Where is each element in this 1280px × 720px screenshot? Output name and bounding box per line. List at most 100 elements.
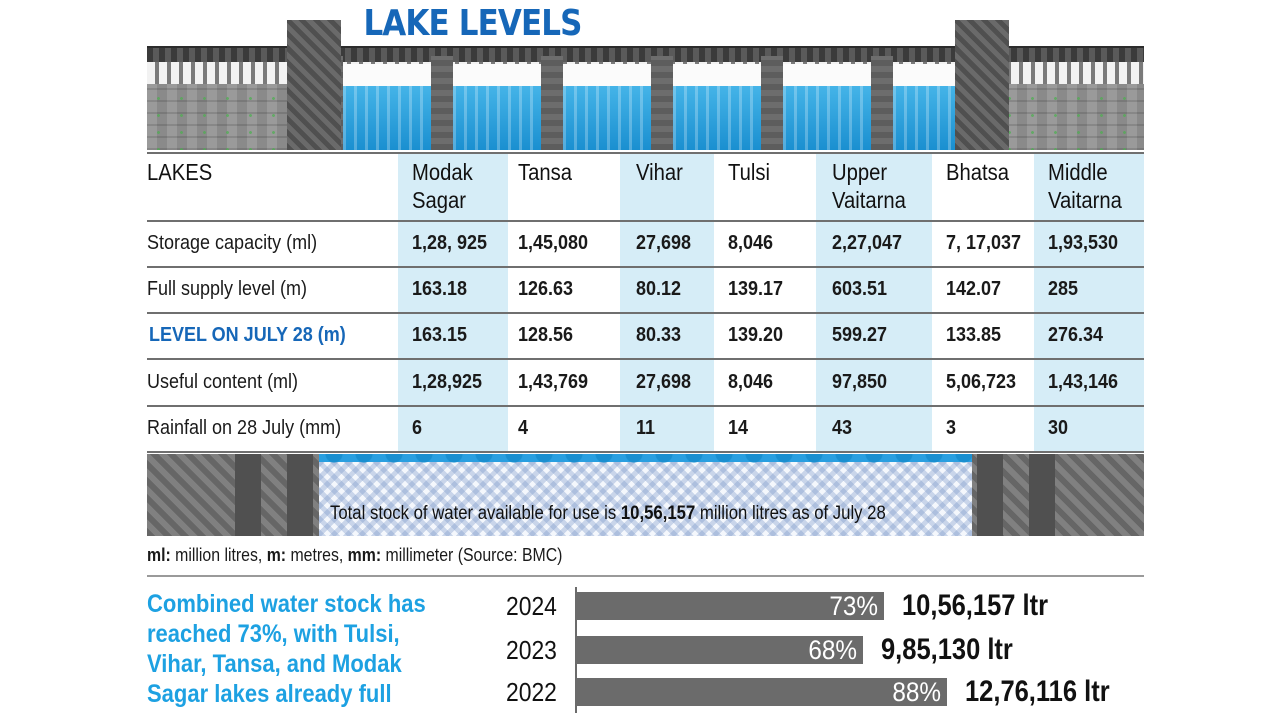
- column-shade: [398, 152, 508, 452]
- lake-header-line: Bhatsa: [946, 159, 1010, 185]
- lake-header: Tansa: [518, 158, 572, 186]
- total-prefix: Total stock of water available for use i…: [330, 503, 621, 524]
- total-suffix: million litres as of July 28: [695, 503, 886, 524]
- lake-header: Upper Vaitarna: [832, 158, 906, 214]
- dam-arch: [673, 64, 763, 90]
- table-cell: 1,28,925: [412, 371, 483, 393]
- table-cell: 97,850: [832, 371, 888, 393]
- lake-header-line: Vaitarna: [1048, 187, 1122, 213]
- table-rule: [147, 405, 1144, 407]
- units-legend: ml: million litres, m: metres, mm: milli…: [147, 544, 562, 566]
- lake-header-line: Tulsi: [728, 159, 770, 185]
- column-shade: [816, 152, 932, 452]
- legend-mm-key: mm:: [347, 545, 382, 565]
- bar-percent-label: 68%: [808, 635, 857, 665]
- table-cell: 80.33: [636, 324, 682, 346]
- dam-tower-left: [287, 20, 341, 150]
- dam-railing: [147, 48, 1144, 62]
- lake-header: Modak Sagar: [412, 158, 473, 214]
- table-cell: 7, 17,037: [946, 232, 1022, 254]
- table-cell: 163.18: [412, 278, 468, 300]
- table-cell: 2,27,047: [832, 232, 903, 254]
- table-cell: 5,06,723: [946, 371, 1017, 393]
- lake-header-line: Tansa: [518, 159, 573, 185]
- table-cell: 1,43,769: [518, 371, 589, 393]
- table-cell: 43: [832, 417, 853, 439]
- row-label: Rainfall on 28 July (mm): [147, 417, 342, 439]
- dam-spillway-water: [673, 86, 763, 150]
- stock-bar: [577, 592, 884, 620]
- table-cell: 30: [1048, 417, 1069, 439]
- section-divider: [147, 575, 1144, 577]
- bar-percent-label: 73%: [829, 591, 878, 621]
- table-cell: 1,45,080: [518, 232, 589, 254]
- legend-ml-text: million litres,: [170, 545, 267, 565]
- table-cell: 139.17: [728, 278, 784, 300]
- dam-tower-right: [955, 20, 1009, 150]
- base-pillar: [977, 454, 1003, 536]
- table-cell: 1,28, 925: [412, 232, 488, 254]
- table-cell: 276.34: [1048, 324, 1104, 346]
- table-cell: 603.51: [832, 278, 888, 300]
- table-cell: 8,046: [728, 232, 774, 254]
- table-cell: 1,93,530: [1048, 232, 1119, 254]
- bar-year-label: 2024: [506, 591, 557, 621]
- dam-pier: [761, 56, 783, 150]
- dam-pier: [651, 56, 673, 150]
- bar-year-label: 2023: [506, 635, 557, 665]
- total-amount: 10,56,157: [620, 503, 696, 524]
- table-rule: [147, 152, 1144, 154]
- table-cell: 80.12: [636, 278, 682, 300]
- dam-illustration: [147, 20, 1144, 150]
- table-cell: 133.85: [946, 324, 1002, 346]
- lake-header-line: Middle: [1048, 159, 1108, 185]
- table-cell: 8,046: [728, 371, 774, 393]
- dam-spillway-water: [783, 86, 873, 150]
- lake-header-line: Vaitarna: [832, 187, 906, 213]
- base-pillar: [287, 454, 313, 536]
- dam-pier: [431, 56, 453, 150]
- table-cell: 3: [946, 417, 957, 439]
- lake-header-line: Vihar: [636, 159, 683, 185]
- table-rule: [147, 358, 1144, 360]
- stock-bar: [577, 636, 863, 664]
- base-pillar: [1029, 454, 1055, 536]
- table-cell: 128.56: [518, 324, 574, 346]
- table-cell: 14: [728, 417, 749, 439]
- row-label: LEVEL ON JULY 28 (m): [149, 324, 346, 346]
- bar-volume-label: 9,85,130 ltr: [881, 633, 1013, 666]
- legend-ml-key: ml:: [147, 545, 171, 565]
- row-label: Useful content (ml): [147, 371, 299, 393]
- legend-m-text: metres,: [286, 545, 348, 565]
- water-waves: [319, 454, 972, 472]
- lake-header-line: Sagar: [412, 187, 467, 213]
- bar-year-label: 2022: [506, 677, 557, 707]
- table-rule: [147, 312, 1144, 314]
- bar-chart-axis: [575, 587, 577, 713]
- dam-spillway-water: [343, 86, 433, 150]
- lake-header: Bhatsa: [946, 158, 1009, 186]
- table-cell: 599.27: [832, 324, 888, 346]
- lake-header: Tulsi: [728, 158, 770, 186]
- table-cell: 126.63: [518, 278, 574, 300]
- lake-header-line: Modak: [412, 159, 473, 185]
- table-rule: [147, 220, 1144, 222]
- table-cell: 163.15: [412, 324, 468, 346]
- dam-pier: [541, 56, 563, 150]
- table-cell: 1,43,146: [1048, 371, 1119, 393]
- bar-volume-label: 10,56,157 ltr: [902, 589, 1049, 622]
- legend-m-key: m:: [266, 545, 287, 565]
- table-cell: 139.20: [728, 324, 784, 346]
- table-cell: 11: [636, 417, 656, 439]
- row-label: Storage capacity (ml): [147, 232, 318, 254]
- bar-percent-label: 88%: [892, 677, 941, 707]
- lake-header: Vihar: [636, 158, 683, 186]
- lakes-header: LAKES: [147, 159, 213, 185]
- bar-volume-label: 12,76,116 ltr: [965, 675, 1110, 708]
- stock-bar: [577, 678, 947, 706]
- table-cell: 4: [518, 417, 529, 439]
- table-cell: 142.07: [946, 278, 1002, 300]
- lake-header: Middle Vaitarna: [1048, 158, 1122, 214]
- column-shade: [1034, 152, 1144, 452]
